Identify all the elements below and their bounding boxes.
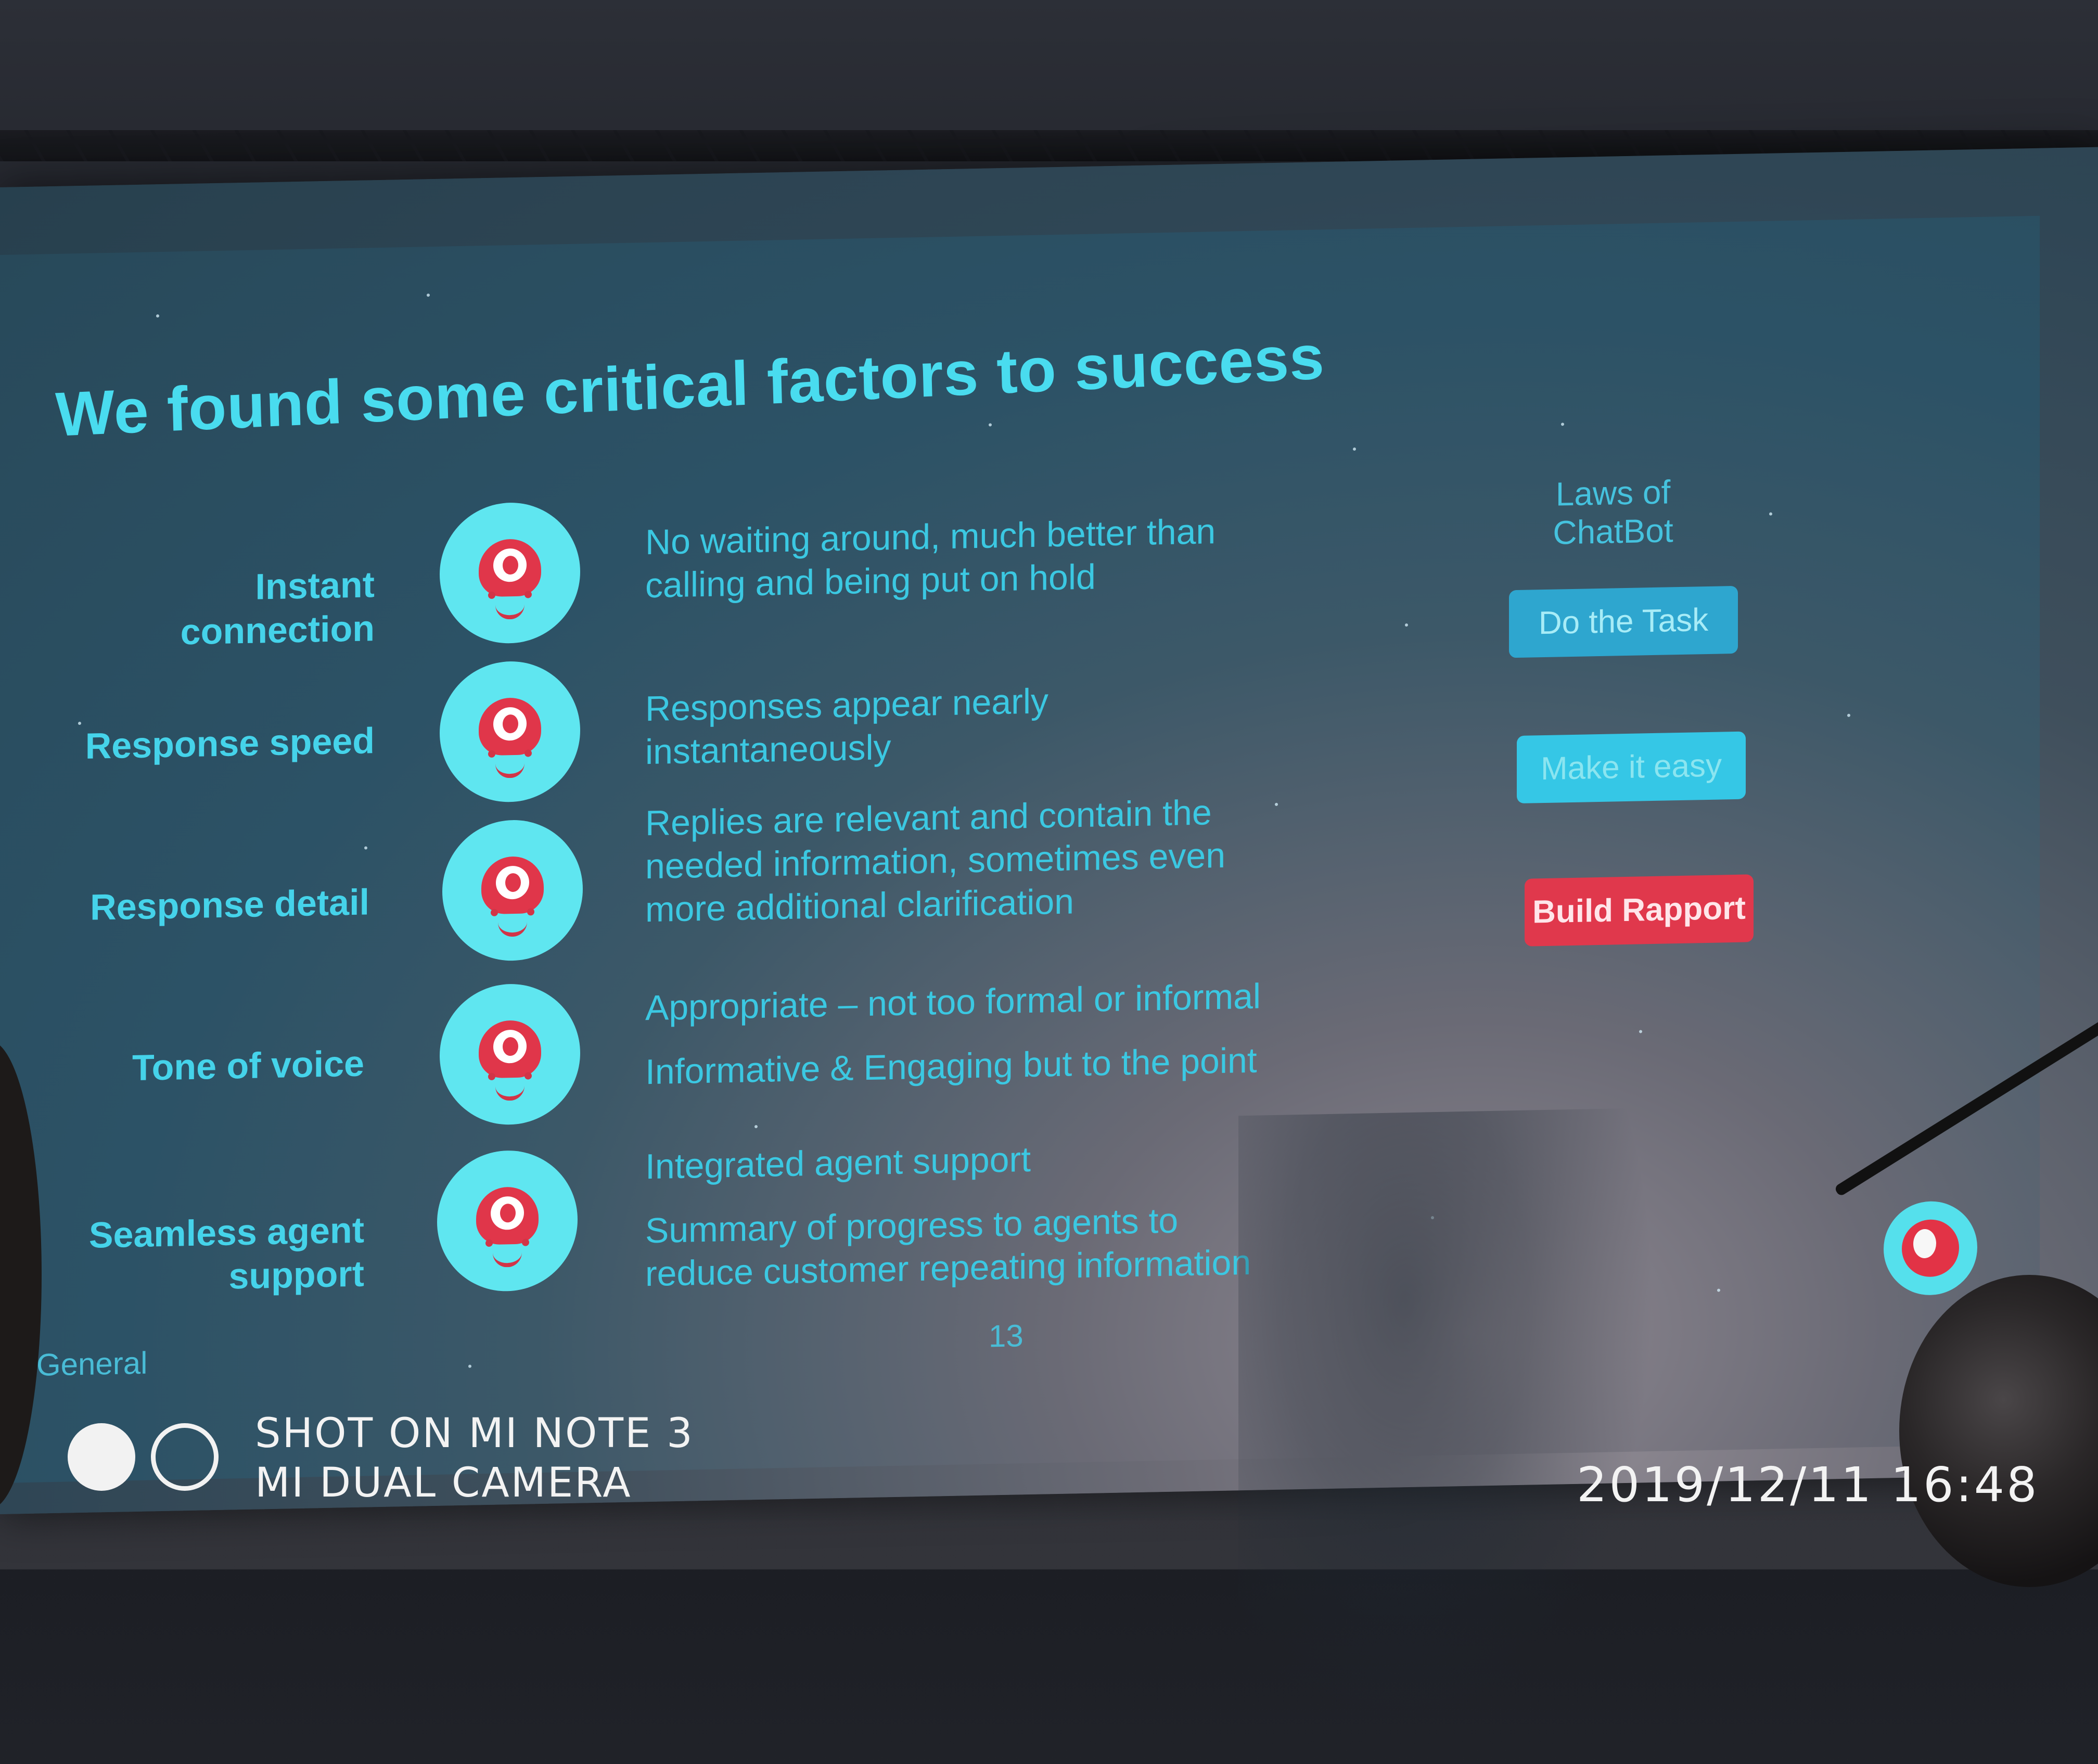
factor-label-response-speed: Response speed — [85, 720, 375, 766]
factor-label-response-detail: Response detail — [90, 881, 369, 928]
vodafone-logo-icon — [1884, 1200, 1977, 1296]
law-do-the-task: Do the Task — [1509, 585, 1738, 658]
factor-label-seamless-agent-support: Seamless agent support — [88, 1209, 364, 1297]
page-number: 13 — [989, 1318, 1024, 1354]
slide: We found some critical factors to succes… — [0, 215, 2040, 1741]
slide-title: We found some critical factors to succes… — [55, 322, 1326, 450]
factor-description-response-detail: Replies are relevant and contain the nee… — [645, 792, 1226, 930]
chatbot-avatar-icon — [440, 982, 580, 1126]
presenter-shadow — [1238, 1107, 1655, 1741]
chatbot-avatar-icon — [440, 660, 580, 803]
factor-description-tone-of-voice: Appropriate – not too formal or informal… — [645, 976, 1261, 1092]
classification-label: General — [36, 1345, 148, 1383]
factor-label-instant-connection: Instant connection — [180, 564, 375, 653]
chatbot-avatar-icon — [442, 819, 583, 962]
law-build-rapport: Build Rapport — [1525, 874, 1754, 947]
law-make-it-easy: Make it easy — [1517, 731, 1746, 804]
chatbot-avatar-icon — [440, 501, 580, 645]
watermark-line2: MI DUAL CAMERA — [255, 1460, 632, 1506]
factor-label-tone-of-voice: Tone of voice — [132, 1043, 364, 1089]
chatbot-avatar-icon — [437, 1149, 578, 1293]
factor-description-response-speed: Responses appear nearly instantaneously — [645, 681, 1048, 772]
factor-description-instant-connection: No waiting around, much better than call… — [645, 512, 1216, 606]
factor-description-seamless-agent-support: Integrated agent support Summary of prog… — [645, 1139, 1251, 1294]
watermark-line1: SHOT ON MI NOTE 3 — [255, 1410, 694, 1457]
projection-screen: We found some critical factors to succes… — [0, 147, 2098, 1741]
laws-title: Laws of ChatBot — [1553, 473, 1673, 552]
audience-head-right — [1899, 1275, 2098, 1587]
watermark-datetime: 2019/12/11 16:48 — [1577, 1457, 2039, 1513]
